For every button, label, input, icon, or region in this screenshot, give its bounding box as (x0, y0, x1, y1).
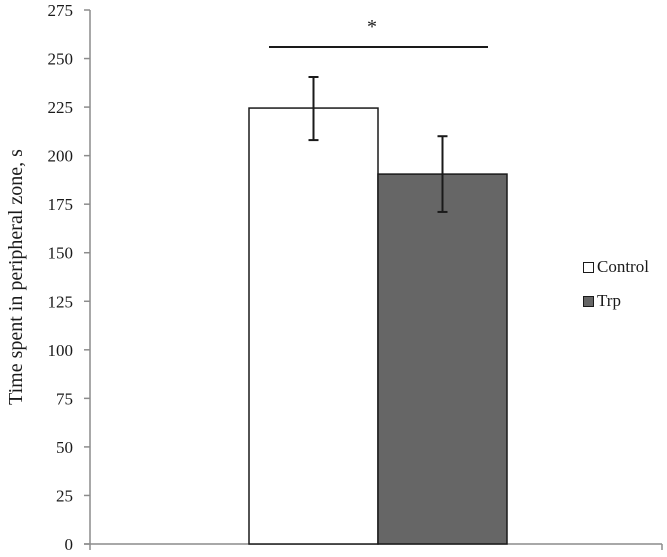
legend-label-control: Control (597, 257, 649, 276)
legend-item-control: Control (583, 256, 649, 278)
y-tick-label: 75 (56, 389, 73, 408)
y-tick-label: 175 (48, 195, 74, 214)
significance-star: * (367, 16, 377, 38)
y-tick-label: 125 (48, 292, 74, 311)
legend-label-trp: Trp (597, 291, 621, 310)
legend-item-trp: Trp (583, 290, 649, 312)
y-axis-title: Time spent in peripheral zone, s (5, 149, 27, 405)
y-tick-label: 250 (48, 50, 74, 69)
y-tick-label: 50 (56, 438, 73, 457)
y-tick-label: 25 (56, 486, 73, 505)
legend: Control Trp (583, 256, 649, 324)
bars (248, 75, 508, 545)
bar-control (248, 107, 379, 545)
legend-swatch-control (583, 261, 594, 273)
y-tick-label: 150 (48, 244, 74, 263)
bar-trp (377, 173, 508, 545)
y-tick-label: 0 (65, 535, 74, 554)
significance-annotation: * (269, 16, 488, 48)
y-tick-label: 100 (48, 341, 74, 360)
y-tick-label: 275 (48, 1, 74, 20)
y-axis-ticks: 0 25 50 75 100 125 150 175 200 225 250 275 (48, 1, 90, 554)
y-tick-label: 200 (48, 147, 74, 166)
y-tick-label: 225 (48, 98, 74, 117)
legend-swatch-trp (583, 295, 594, 307)
